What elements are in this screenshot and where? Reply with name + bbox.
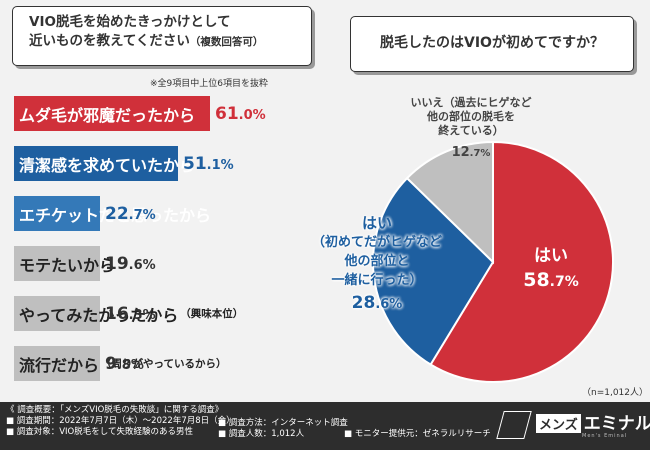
pie-slice-label: いいえ（過去にヒゲなど 他の部位の脱毛を 終えている） 12.7% — [380, 96, 562, 161]
logo-main-text: エミナル — [583, 414, 650, 434]
bar: 流行だから （周りがやっているから） — [14, 346, 227, 381]
pie-slice-label-line: 終えている） — [438, 124, 504, 137]
survey-footer: 《 調査概要：「メンズVIO脱毛の失敗談」に関する調査》 ■ 調査期間：2022… — [0, 402, 650, 450]
bar-value-label: 16.3% — [105, 303, 156, 324]
bar-value-label: 22.7% — [105, 203, 156, 224]
bar-label: ムダ毛が邪魔だったから — [19, 105, 196, 125]
pie-value-label: 58.7% — [523, 269, 579, 291]
bar-row: 清潔感を求めていたから 51.1% — [14, 146, 234, 181]
pie-value-label: 12.7% — [451, 145, 491, 160]
survey-overview: 《 調査概要：「メンズVIO脱毛の失敗談」に関する調査》 — [6, 405, 224, 415]
bar-chart-title-note: （複数回答可） — [189, 36, 264, 48]
bar-value-label: 19.6% — [105, 253, 156, 274]
bar-value-label: 51.1% — [183, 153, 234, 174]
bar-chart-title-main: 近いものを教えてください — [29, 33, 190, 49]
survey-target: ■ 調査対象：VIO脱毛をして失敗経験のある男性 — [6, 427, 193, 437]
pie-slice-label: はい （初めてだがヒゲなど 他の部位と一緒に行った） 28.6% — [306, 214, 448, 314]
survey-period: ■ 調査期間：2022年7月7日（木）〜2022年7月8日（金） — [6, 416, 235, 426]
bar-value-label: 61.0% — [215, 103, 266, 124]
bar-row: やってみたかったから （興味本位） 16.3% — [14, 296, 243, 331]
pie-slice-label-line: 他の部位の脱毛を — [427, 110, 515, 123]
bar-row: モテたいから 19.6% — [14, 246, 156, 281]
bar-label: 清潔感を求めていたから — [19, 155, 196, 175]
bar-value-label: 9.8% — [105, 353, 144, 374]
pie-slice-label-line: はい — [361, 214, 392, 232]
bar-label: やってみたかったから — [19, 305, 179, 325]
logo-box-text: メンズ — [536, 414, 581, 433]
bar: ムダ毛が邪魔だったから — [14, 96, 210, 131]
survey-method: ■ 調査方法：インターネット調査 — [218, 418, 348, 428]
bar-label-note: （周りがやっているから） — [101, 358, 227, 370]
bar-label: モテたいから — [19, 255, 116, 275]
bar-row: エチケットだと思ったから 22.7% — [14, 196, 211, 231]
bar: 清潔感を求めていたから — [14, 146, 195, 181]
bar: モテたいから — [14, 246, 115, 281]
survey-provider: ■ モニター提供元：ゼネラルリサーチ — [344, 429, 491, 439]
pie-chart-title-box: 脱毛したのはVIOが初めてですか？ — [350, 16, 634, 72]
logo-sub-text: Men's Eminal — [582, 433, 628, 439]
bar-label-note: （興味本位） — [180, 308, 244, 320]
pie-slice-label: はい 58.7% — [518, 246, 584, 292]
bar-chart-title-line2: 近いものを教えてください（複数回答可） — [29, 32, 311, 52]
main-panel: VIO脱毛を始めたきっかけとして 近いものを教えてください（複数回答可） ※全9… — [0, 0, 650, 402]
mens-eminal-logo: メンズ エミナル Men's Eminal — [496, 407, 650, 445]
pie-slice-label-line: 他の部位と — [344, 254, 410, 269]
pie-value-label: 28.6% — [351, 293, 403, 313]
pie-slice-label-line: 一緒に行った） — [331, 273, 423, 288]
bar-chart-title-box: VIO脱毛を始めたきっかけとして 近いものを教えてください（複数回答可） — [12, 6, 312, 66]
bar-chart-title-line1: VIO脱毛を始めたきっかけとして — [29, 14, 231, 30]
items-note: ※全9項目中上位6項目を抜粋 — [150, 79, 268, 89]
pie-slice-label-line: いいえ（過去にヒゲなど — [410, 96, 532, 109]
logo-text: メンズ エミナル — [536, 409, 650, 434]
bar: やってみたかったから （興味本位） — [14, 296, 243, 331]
bar-row: ムダ毛が邪魔だったから 61.0% — [14, 96, 266, 131]
pie-slice-label-line: （初めてだがヒゲなど — [311, 235, 442, 250]
bar-label: 流行だから — [19, 355, 100, 375]
survey-count: ■ 調査人数：1,012人 — [218, 429, 305, 439]
sample-size-note: （n=1,012人） — [582, 388, 649, 398]
logo-mark-icon — [496, 411, 532, 439]
bar-row: 流行だから （周りがやっているから） 9.8% — [14, 346, 227, 381]
pie-slice-label-line: はい — [534, 246, 568, 266]
bar: エチケットだと思ったから — [14, 196, 211, 231]
bar-label: エチケットだと思ったから — [19, 205, 212, 225]
